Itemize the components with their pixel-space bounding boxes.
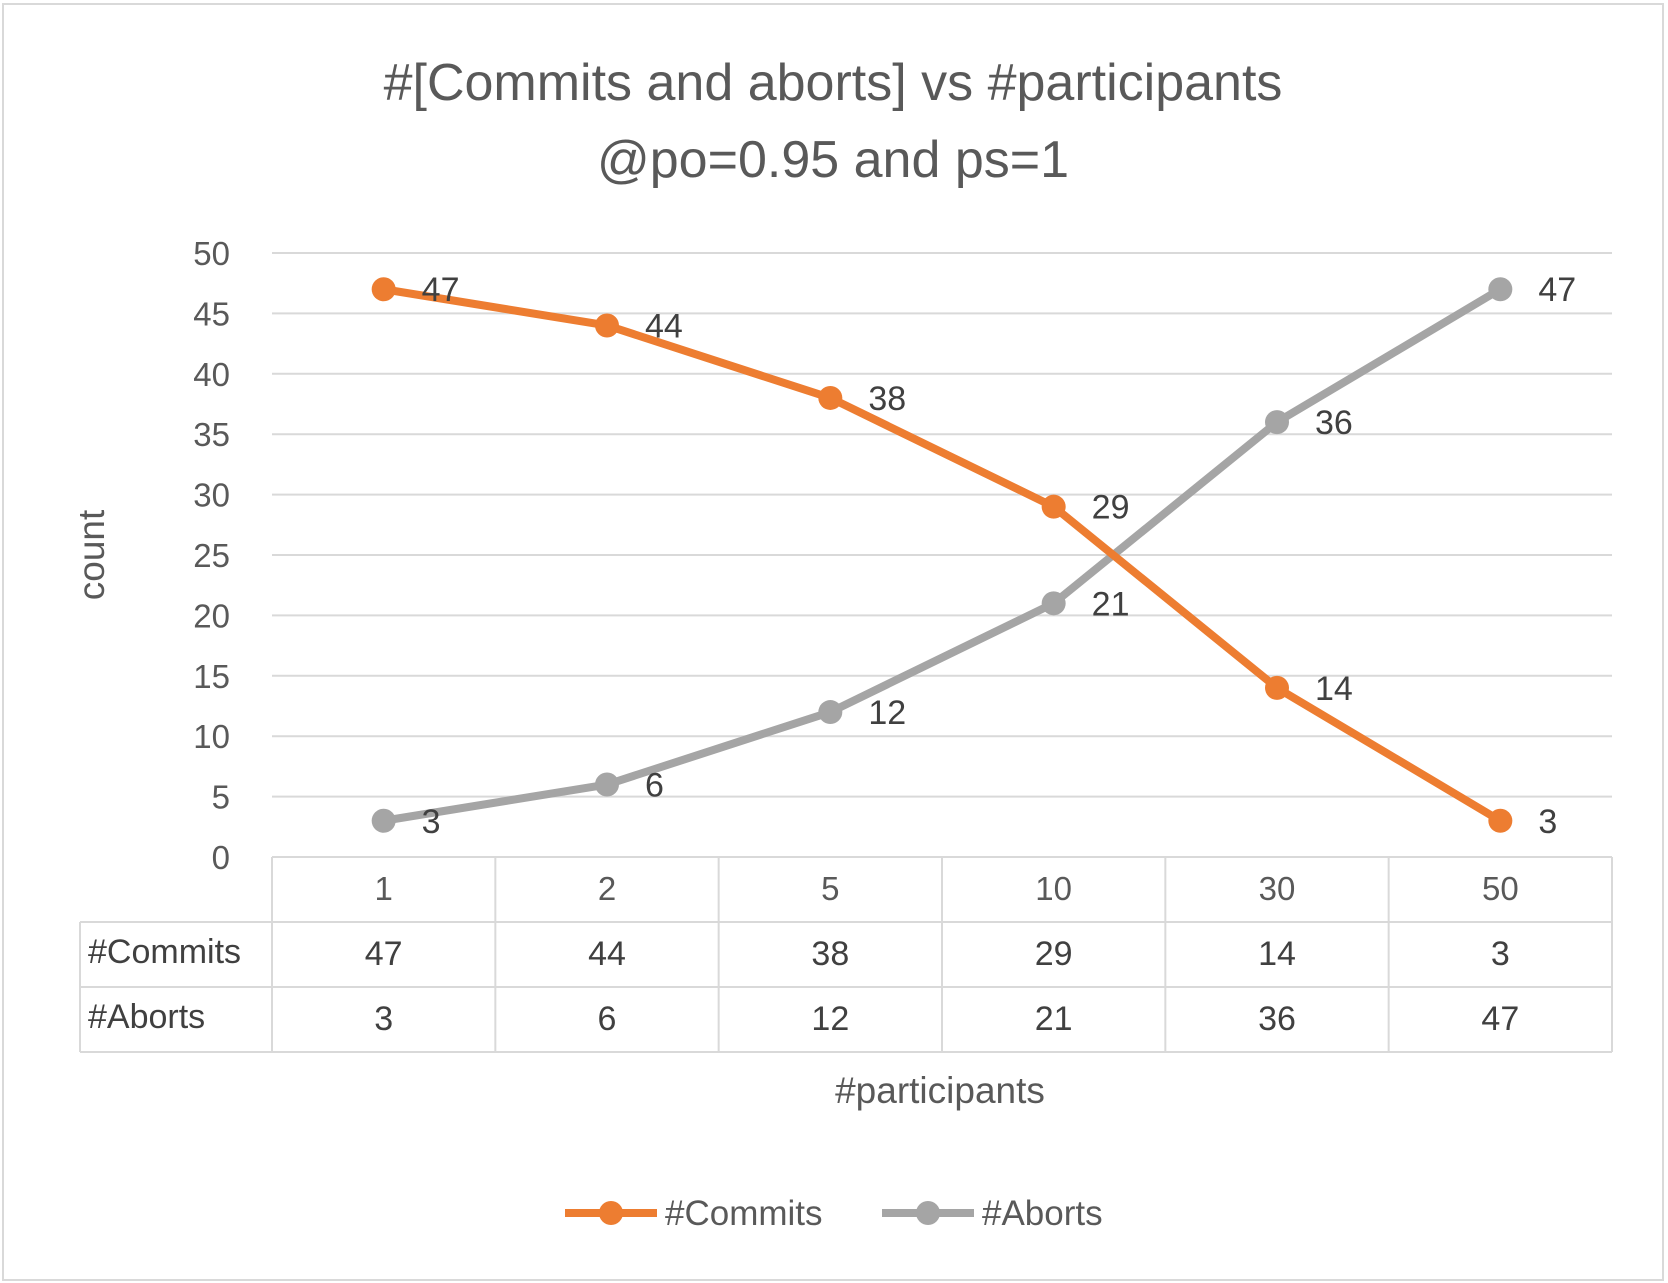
series-line bbox=[379, 285, 1505, 825]
y-tick-label: 50 bbox=[193, 235, 230, 272]
table-cell: 3 bbox=[374, 1000, 393, 1038]
table-cell: 29 bbox=[1035, 935, 1073, 973]
data-labels: 47 44 38 29 14 3 bbox=[422, 271, 1558, 841]
table-row: #Aborts 3 6 12 21 36 47 bbox=[88, 998, 1519, 1038]
legend-swatch-marker bbox=[916, 1201, 940, 1225]
data-label: 47 bbox=[1538, 271, 1576, 309]
y-tick-label: 15 bbox=[193, 658, 230, 695]
table-cell: 21 bbox=[1035, 1000, 1073, 1038]
table-row: #Commits 47 44 38 29 14 3 bbox=[88, 933, 1510, 973]
y-axis-tick-labels: 0 5 10 15 20 25 30 35 40 45 50 bbox=[193, 235, 230, 876]
y-tick-label: 45 bbox=[193, 295, 230, 332]
data-point bbox=[1265, 675, 1289, 700]
y-tick-label: 5 bbox=[212, 779, 230, 816]
table-cell: 44 bbox=[588, 935, 626, 973]
series-line bbox=[379, 285, 1505, 825]
data-label: 6 bbox=[645, 767, 664, 805]
data-label: 38 bbox=[868, 380, 906, 418]
data-label: 47 bbox=[422, 271, 460, 309]
data-label: 14 bbox=[1315, 670, 1353, 708]
chart-title-line-1: #[Commits and aborts] vs #participants bbox=[384, 54, 1283, 112]
y-tick-label: 30 bbox=[193, 477, 230, 514]
data-label: 29 bbox=[1092, 489, 1130, 527]
data-point bbox=[1488, 277, 1513, 302]
legend-swatch-marker bbox=[599, 1201, 623, 1225]
data-label: 3 bbox=[422, 803, 441, 841]
x-tick-label: 10 bbox=[1035, 870, 1072, 907]
y-tick-label: 0 bbox=[212, 839, 230, 876]
legend-item: #Aborts bbox=[882, 1194, 1103, 1233]
y-tick-label: 25 bbox=[193, 537, 230, 574]
table-cell: 47 bbox=[1481, 1000, 1519, 1038]
y-axis-title: count bbox=[71, 509, 112, 600]
x-tick-label: 1 bbox=[374, 870, 392, 907]
x-tick-label: 2 bbox=[598, 870, 616, 907]
data-point bbox=[595, 313, 619, 338]
data-point bbox=[371, 277, 396, 302]
table-row-header: #Aborts bbox=[88, 998, 205, 1036]
chart-border bbox=[2, 3, 1664, 1281]
legend: #Commits #Aborts bbox=[565, 1194, 1103, 1233]
data-point bbox=[595, 772, 619, 797]
data-label: 21 bbox=[1092, 585, 1130, 623]
data-label: 44 bbox=[645, 307, 683, 345]
y-tick-label: 35 bbox=[193, 416, 230, 453]
data-table: 1 2 5 10 30 50#Commits 47 44 38 29 14 3#Aborts 3 6 12 2… bbox=[79, 856, 1613, 1053]
series-aborts bbox=[371, 277, 1513, 833]
data-point bbox=[818, 385, 843, 410]
data-label: 3 bbox=[1538, 803, 1557, 841]
legend-label: #Aborts bbox=[982, 1194, 1103, 1233]
table-cell: 12 bbox=[811, 1000, 849, 1038]
data-point bbox=[1488, 808, 1513, 833]
data-point bbox=[1041, 494, 1066, 519]
table-row-header: #Commits bbox=[88, 933, 241, 971]
x-tick-label: 50 bbox=[1482, 870, 1519, 907]
gridlines bbox=[272, 252, 1612, 798]
chart-title-line-2: @po=0.95 and ps=1 bbox=[597, 131, 1069, 189]
data-point bbox=[1041, 591, 1066, 616]
legend-label: #Commits bbox=[665, 1194, 823, 1233]
y-tick-label: 10 bbox=[193, 718, 230, 755]
x-tick-label: 30 bbox=[1259, 870, 1296, 907]
x-axis-title: #participants bbox=[835, 1070, 1045, 1111]
series-commits bbox=[371, 277, 1513, 833]
table-cell: 6 bbox=[598, 1000, 617, 1038]
table-cell: 47 bbox=[365, 935, 403, 973]
data-point bbox=[1265, 410, 1289, 435]
table-cell: 14 bbox=[1258, 935, 1296, 973]
table-cell: 38 bbox=[811, 935, 849, 973]
data-point bbox=[818, 700, 843, 725]
x-tick-label: 5 bbox=[821, 870, 839, 907]
table-cell: 3 bbox=[1491, 935, 1510, 973]
data-label: 36 bbox=[1315, 404, 1353, 442]
table-cell: 36 bbox=[1258, 1000, 1296, 1038]
data-point bbox=[371, 808, 396, 833]
legend-item: #Commits bbox=[565, 1194, 823, 1233]
y-tick-label: 40 bbox=[193, 356, 230, 393]
y-tick-label: 20 bbox=[193, 597, 230, 634]
data-label: 12 bbox=[868, 694, 906, 732]
